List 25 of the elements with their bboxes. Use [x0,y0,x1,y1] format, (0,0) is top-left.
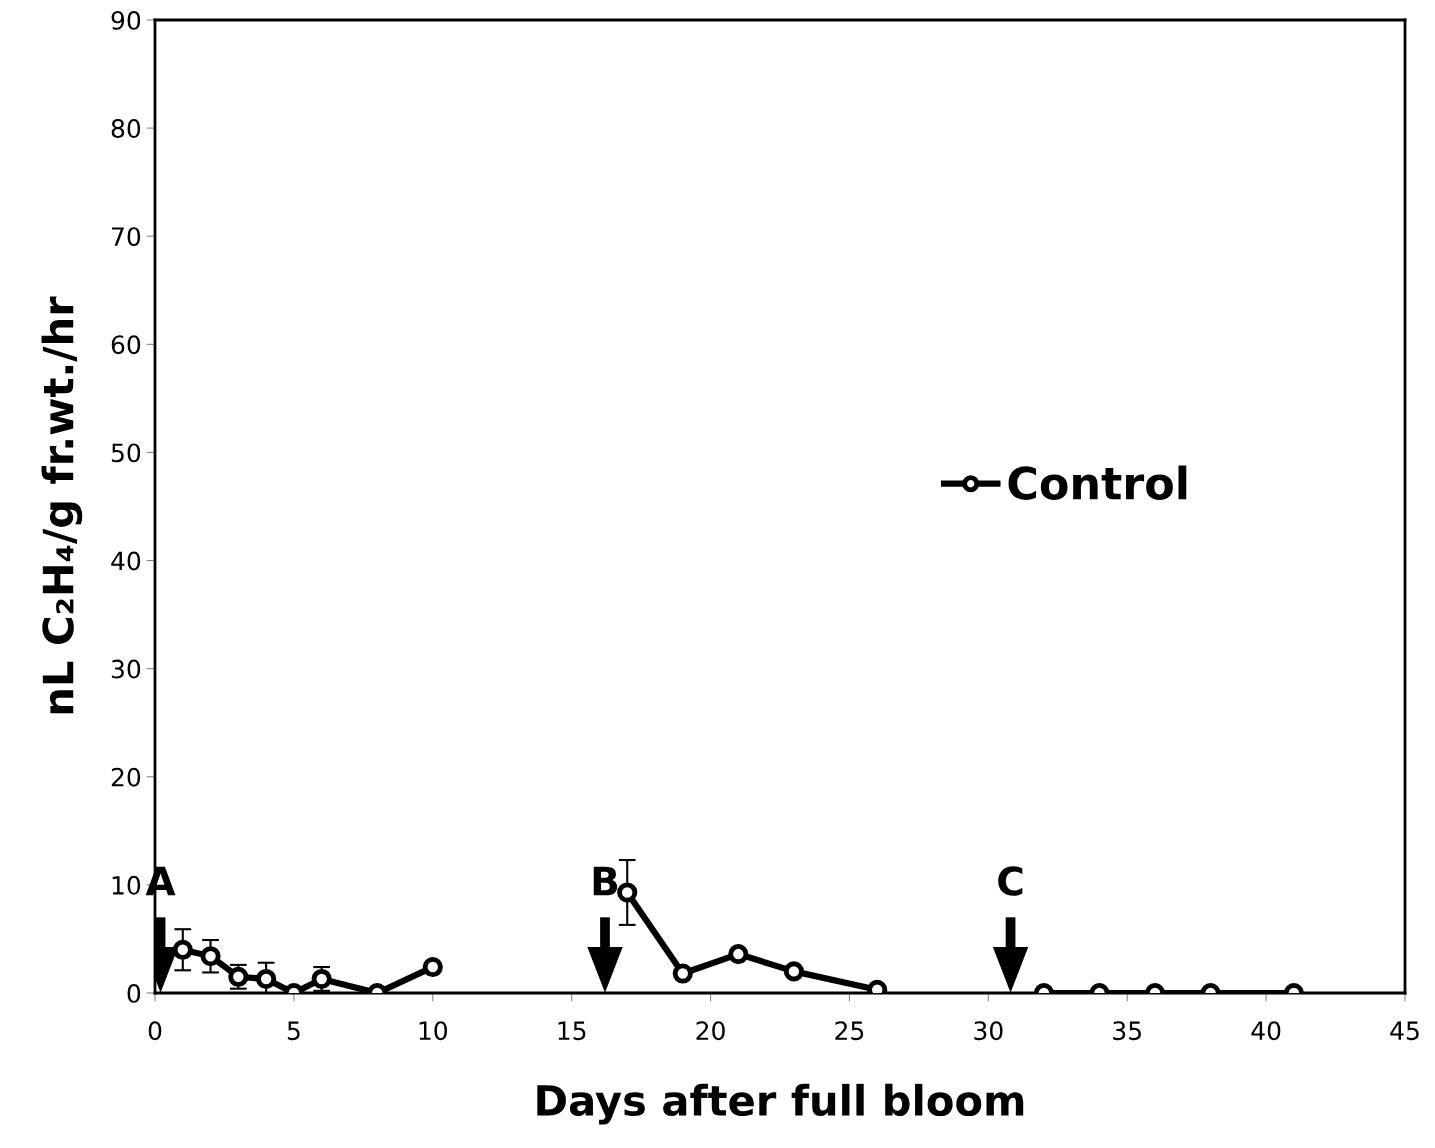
x-tick-label: 25 [835,1021,864,1041]
y-tick-label: 60 [111,335,141,355]
y-tick-label: 10 [112,875,141,895]
x-tick-label: 0 [148,1021,162,1041]
y-tick-label: 30 [111,659,141,679]
y-tick-label: 90 [111,10,141,30]
legend-label: Control [1008,465,1187,500]
x-tick-label: 40 [1251,1021,1281,1041]
x-axis-title: Days after full bloom [537,1083,1024,1125]
x-tick-label: 35 [1113,1021,1141,1041]
y-tick-label: 40 [111,551,141,571]
x-tick-label: 10 [419,1021,448,1041]
x-tick-label: 15 [558,1021,586,1041]
y-tick-label: 70 [112,227,141,247]
ref-line-label: C [998,866,1023,896]
x-tick-label: 30 [974,1021,1003,1041]
x-tick-label: 5 [287,1021,300,1041]
y-tick-label: 20 [111,767,141,787]
y-tick-label: 0 [127,983,141,1003]
ref-line-label: B [593,866,618,896]
x-tick-label: 20 [696,1021,725,1041]
y-tick-label: 50 [111,443,141,463]
x-tick-label: 45 [1390,1021,1419,1041]
y-tick-label: 80 [111,119,141,138]
y-axis-title: nL C₂H₄/g fr.wt./hr [41,296,83,714]
